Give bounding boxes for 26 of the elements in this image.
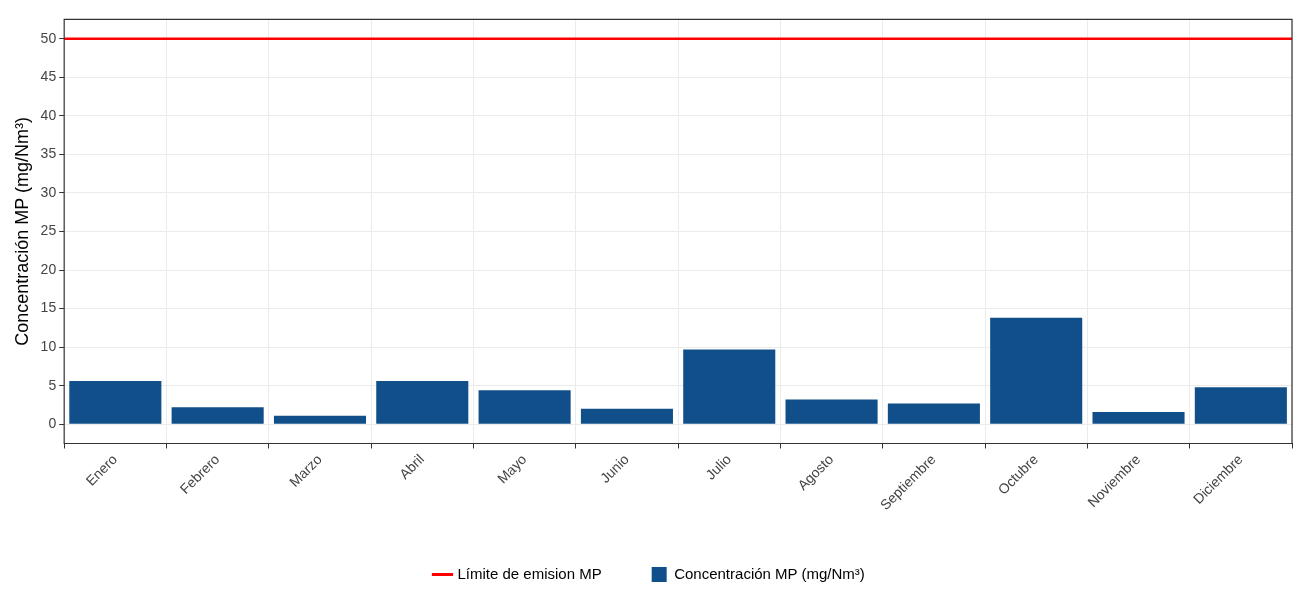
y-axis-title: Concentración MP (mg/Nm³) [11,117,32,346]
bar [990,317,1083,424]
y-tick-label: 35 [40,145,57,162]
bar [376,381,469,424]
bar [580,408,673,424]
y-tick-label: 45 [40,68,57,85]
y-tick-label: 20 [40,260,57,277]
y-tick-label: 40 [40,106,57,123]
bar [69,381,162,424]
legend-label: Límite de emision MP [457,564,602,582]
y-tick-label: 30 [40,183,57,200]
y-tick-label: 0 [48,415,57,432]
bar [683,349,776,424]
y-tick-label: 15 [40,299,57,316]
y-tick-label: 25 [40,222,57,239]
bar [478,390,571,424]
bar [171,407,264,424]
bar [273,415,367,424]
y-tick-label: 10 [40,337,57,354]
bar [1194,387,1287,424]
y-tick-label: 50 [40,29,57,46]
y-tick-label: 5 [48,376,57,393]
bar [785,399,878,424]
legend-label: Concentración MP (mg/Nm³) [674,564,865,582]
bar [1092,411,1185,424]
bar [887,403,980,424]
